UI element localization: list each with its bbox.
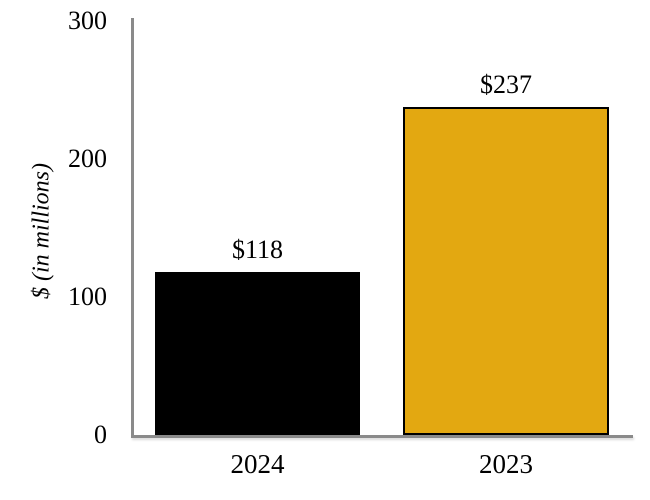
y-tick-label-200: 200 bbox=[68, 144, 107, 173]
bar-group-2024: $118 2024 bbox=[155, 235, 360, 478]
y-tick-label-0: 0 bbox=[94, 420, 107, 449]
bar-value-label: $118 bbox=[231, 235, 284, 264]
y-axis-line bbox=[131, 18, 134, 438]
y-tick-label-300: 300 bbox=[68, 6, 107, 35]
bar-2024 bbox=[155, 272, 360, 435]
bar-group-2023: $237 2023 bbox=[403, 70, 609, 478]
y-axis-title: $ (in millions) bbox=[28, 163, 55, 299]
y-tick-label-100: 100 bbox=[68, 282, 107, 311]
x-category-label: 2024 bbox=[230, 449, 285, 479]
bar-value-label: $237 bbox=[480, 70, 532, 99]
x-category-label: 2023 bbox=[479, 449, 533, 479]
x-axis-line bbox=[131, 435, 633, 438]
bar-2023 bbox=[403, 107, 609, 435]
